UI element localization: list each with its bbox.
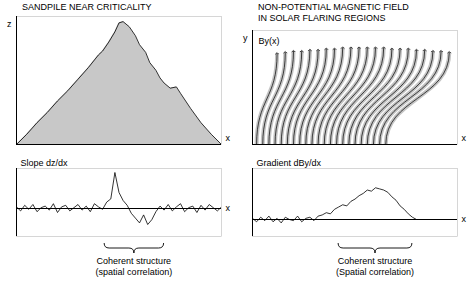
html-text:NON-POTENTIAL MAGNETIC FIELD I: NON-POTENTIAL MAGNETIC FIELD IN SOLAR FL… [258, 2, 409, 23]
svg-text:x: x [226, 203, 231, 213]
svg-text:y: y [243, 33, 248, 43]
svg-text:(spatial correlation): (spatial correlation) [96, 267, 173, 277]
svg-text:z: z [7, 19, 12, 29]
html-text:SANDPILE NEAR CRITICALITY: SANDPILE NEAR CRITICALITY [22, 2, 152, 12]
svg-text:x: x [462, 133, 467, 143]
svg-text:By(x): By(x) [259, 36, 280, 46]
svg-text:x: x [462, 214, 467, 224]
svg-text:Slope dz/dx: Slope dz/dx [21, 158, 69, 168]
svg-text:x: x [226, 133, 231, 143]
svg-text:Gradient dBy/dx: Gradient dBy/dx [257, 158, 322, 168]
svg-text:(Spatial correlation): (Spatial correlation) [336, 267, 414, 277]
svg-text:Coherent structure: Coherent structure [97, 256, 172, 266]
svg-text:Coherent structure: Coherent structure [338, 256, 413, 266]
